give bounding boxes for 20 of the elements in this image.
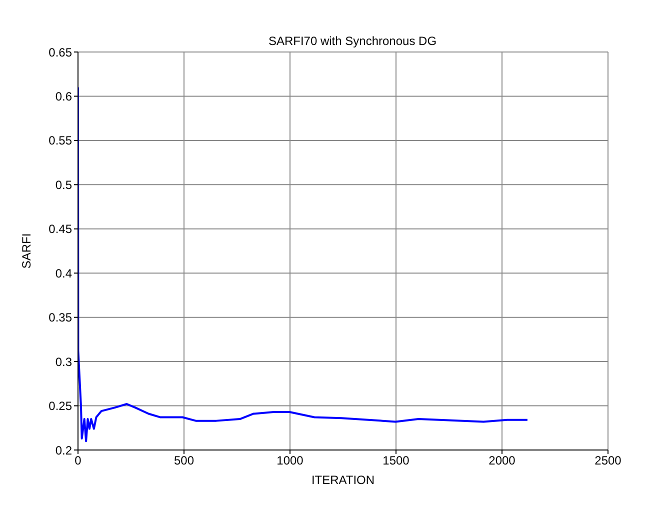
x-tick-label: 0 <box>74 454 82 468</box>
chart-title: SARFI70 with Synchronous DG <box>267 34 438 48</box>
line-series <box>78 86 528 442</box>
x-tick-label: 1500 <box>382 454 410 468</box>
x-tick-label: 1000 <box>276 454 304 468</box>
y-tick-label: 0.2 <box>55 443 72 458</box>
y-tick-label: 0.5 <box>55 178 72 192</box>
y-axis-title: SARFI <box>19 233 34 269</box>
y-tick-label: 0.25 <box>48 399 72 414</box>
y-tick-label: 0.3 <box>55 354 72 369</box>
x-tick-label: 500 <box>174 454 194 468</box>
y-tick-label: 0.65 <box>48 45 72 60</box>
y-tick-label: 0.4 <box>55 266 72 280</box>
x-tick-label: 2500 <box>594 454 622 468</box>
y-tick-label: 0.6 <box>55 89 72 104</box>
y-tick-label: 0.35 <box>48 310 72 325</box>
x-tick-label: 2000 <box>488 454 516 468</box>
y-tick-label: 0.45 <box>48 222 72 236</box>
y-tick-label: 0.55 <box>48 134 72 148</box>
x-axis-title: ITERATION <box>311 473 375 487</box>
